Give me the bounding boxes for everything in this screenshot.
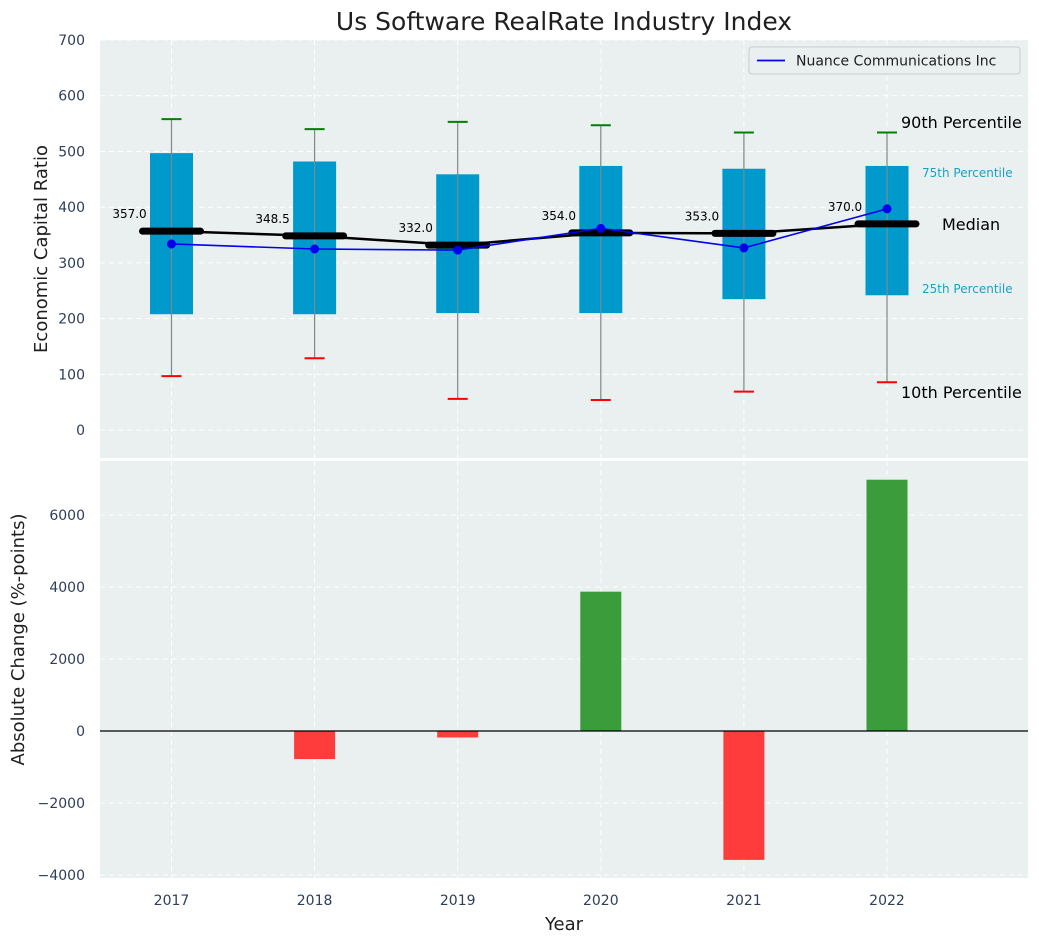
annotation-10th-percentile: 10th Percentile <box>901 383 1022 402</box>
median-value-label: 357.0 <box>112 207 146 221</box>
median-value-label: 353.0 <box>685 209 719 223</box>
bottom-y-axis-title: Absolute Change (%-points) <box>8 514 29 766</box>
median-value-label: 354.0 <box>542 209 576 223</box>
median-value-label: 370.0 <box>828 200 862 214</box>
box-group: 370.0 <box>828 131 920 384</box>
change-bar <box>294 731 336 760</box>
bottom-y-tick-label: 0 <box>76 724 85 740</box>
series-point <box>310 244 320 254</box>
bottom-y-tick-label: 6000 <box>49 508 85 524</box>
top-y-tick-label: 0 <box>76 423 85 439</box>
series-point <box>739 243 749 253</box>
change-bar <box>866 479 908 731</box>
bottom-y-tick-label: 2000 <box>49 652 85 668</box>
top-y-tick-label: 300 <box>58 256 85 272</box>
legend-box <box>748 46 1021 75</box>
bottom-y-tick-label: −4000 <box>38 868 85 884</box>
x-tick-label: 2019 <box>440 893 476 909</box>
median-value-label: 348.5 <box>255 212 289 226</box>
annotation-90th-percentile: 90th Percentile <box>901 113 1022 132</box>
series-point <box>167 239 176 249</box>
top-y-tick-label: 400 <box>58 200 85 216</box>
x-tick-label: 2017 <box>154 893 190 909</box>
bottom-y-tick-label: 4000 <box>49 580 85 596</box>
series-point <box>453 245 463 255</box>
change-bar <box>723 731 765 860</box>
top-y-tick-label: 500 <box>58 144 85 160</box>
series-line <box>171 208 888 251</box>
x-tick-label: 2022 <box>869 893 905 909</box>
series-point <box>882 204 892 214</box>
median-value-label: 332.0 <box>399 221 433 235</box>
top-y-tick-label: 700 <box>58 33 85 49</box>
top-y-tick-label: 600 <box>58 89 85 105</box>
top-y-tick-label: 100 <box>58 367 85 383</box>
top-y-tick-label: 200 <box>58 312 85 328</box>
x-axis-title: Year <box>544 914 584 935</box>
x-tick-label: 2018 <box>297 893 333 909</box>
legend-label: Nuance Communications Inc <box>796 54 996 70</box>
x-tick-label: 2020 <box>583 893 619 909</box>
x-tick-label: 2021 <box>726 893 762 909</box>
series-point <box>596 223 606 233</box>
annotation-25th-percentile: 25th Percentile <box>922 282 1013 296</box>
top-y-axis-title: Economic Capital Ratio <box>31 145 52 353</box>
annotation-75th-percentile: 75th Percentile <box>922 166 1013 180</box>
change-bar <box>580 591 622 731</box>
annotation-median: Median <box>942 215 1000 234</box>
chart-title: Us Software RealRate Industry Index <box>336 7 792 36</box>
bottom-y-tick-label: −2000 <box>38 796 85 812</box>
change-bar <box>437 731 479 738</box>
legend: Nuance Communications Inc <box>748 46 1021 75</box>
